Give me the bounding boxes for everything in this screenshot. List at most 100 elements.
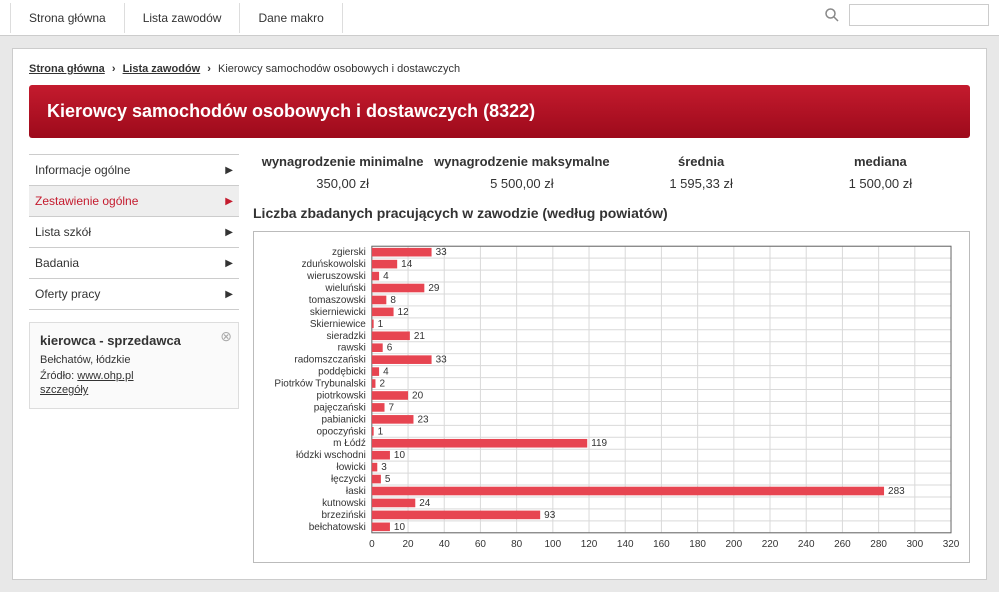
- svg-text:pabianicki: pabianicki: [322, 414, 366, 425]
- svg-text:220: 220: [762, 538, 779, 549]
- sidebar-item-label: Zestawienie ogólne: [35, 194, 138, 208]
- svg-text:Piotrków Trybunalski: Piotrków Trybunalski: [274, 378, 365, 389]
- svg-text:rawski: rawski: [338, 342, 366, 353]
- svg-text:260: 260: [834, 538, 851, 549]
- sidebar-item-2[interactable]: Lista szkół ▶: [29, 216, 239, 247]
- chart-container: zgierski33zduńskowolski14wieruszowski4wi…: [253, 231, 970, 563]
- svg-text:29: 29: [428, 283, 440, 294]
- svg-text:1: 1: [378, 426, 384, 437]
- svg-text:160: 160: [653, 538, 670, 549]
- sidebar-item-label: Informacje ogólne: [35, 163, 130, 177]
- svg-text:łowicki: łowicki: [336, 462, 365, 473]
- svg-text:pajęczański: pajęczański: [314, 402, 366, 413]
- chevron-right-icon: ▶: [225, 165, 233, 176]
- svg-text:21: 21: [414, 330, 426, 341]
- breadcrumb-jobs[interactable]: Lista zawodów: [123, 63, 201, 75]
- svg-text:opoczyński: opoczyński: [317, 426, 366, 437]
- svg-text:wieruszowski: wieruszowski: [306, 271, 366, 282]
- sidebar-menu: Informacje ogólne▶Zestawienie ogólne▶Lis…: [29, 154, 239, 310]
- svg-text:7: 7: [389, 402, 395, 413]
- sidebar-item-3[interactable]: Badania ▶: [29, 247, 239, 278]
- svg-text:tomaszowski: tomaszowski: [309, 295, 366, 306]
- svg-text:280: 280: [870, 538, 887, 549]
- svg-text:bełchatowski: bełchatowski: [309, 521, 366, 532]
- chevron-right-icon: ▶: [225, 227, 233, 238]
- infobox-source: Źródło: www.ohp.pl: [40, 370, 228, 382]
- svg-text:14: 14: [401, 259, 413, 270]
- search-input[interactable]: [849, 4, 989, 26]
- svg-text:200: 200: [726, 538, 743, 549]
- svg-text:100: 100: [545, 538, 562, 549]
- breadcrumb-home[interactable]: Strona główna: [29, 63, 105, 75]
- svg-text:łódzki wschodni: łódzki wschodni: [296, 450, 366, 461]
- svg-text:140: 140: [617, 538, 634, 549]
- svg-text:4: 4: [383, 366, 389, 377]
- svg-text:180: 180: [689, 538, 706, 549]
- sidebar-item-label: Lista szkół: [35, 225, 91, 239]
- svg-text:0: 0: [369, 538, 375, 549]
- svg-text:300: 300: [906, 538, 923, 549]
- chevron-right-icon: ▶: [225, 196, 233, 207]
- svg-text:8: 8: [390, 295, 396, 306]
- svg-text:93: 93: [544, 509, 556, 520]
- sidebar-item-4[interactable]: Oferty pracy▶: [29, 278, 239, 310]
- stats-max-value: 5 500,00 zł: [432, 176, 611, 191]
- svg-text:33: 33: [436, 354, 448, 365]
- infobox-source-link[interactable]: www.ohp.pl: [77, 370, 133, 382]
- nav-jobs[interactable]: Lista zawodów: [125, 3, 241, 33]
- stats-min-label: wynagrodzenie minimalne: [253, 154, 432, 176]
- infobox-title: kierowca - sprzedawca: [40, 333, 228, 348]
- stats-min-value: 350,00 zł: [253, 176, 432, 191]
- infobox-location: Bełchatów, łódzkie: [40, 354, 228, 366]
- svg-text:320: 320: [943, 538, 960, 549]
- svg-text:wieluński: wieluński: [324, 283, 365, 294]
- stats-avg-label: średnia: [612, 154, 791, 176]
- stats-median-value: 1 500,00 zł: [791, 176, 970, 191]
- sidebar-item-0[interactable]: Informacje ogólne ▶: [29, 154, 239, 185]
- chevron-right-icon: ▶: [225, 258, 233, 269]
- svg-text:łaski: łaski: [346, 486, 366, 497]
- svg-text:skierniewicki: skierniewicki: [310, 306, 366, 317]
- svg-text:sieradzki: sieradzki: [327, 330, 366, 341]
- svg-text:Skierniewice: Skierniewice: [310, 318, 366, 329]
- search-icon[interactable]: [821, 4, 843, 26]
- sidebar: Informacje ogólne▶Zestawienie ogólne▶Lis…: [29, 154, 239, 563]
- svg-text:119: 119: [591, 438, 607, 449]
- svg-text:20: 20: [412, 390, 424, 401]
- nav-macro[interactable]: Dane makro: [240, 3, 342, 33]
- nav-home[interactable]: Strona główna: [10, 3, 125, 33]
- svg-text:łęczycki: łęczycki: [331, 474, 366, 485]
- infobox-details-link[interactable]: szczegóły: [40, 384, 88, 396]
- svg-text:brzeziński: brzeziński: [322, 509, 366, 520]
- stats-max-label: wynagrodzenie maksymalne: [432, 154, 611, 176]
- svg-text:kutnowski: kutnowski: [322, 498, 366, 509]
- chevron-right-icon: ▶: [225, 289, 233, 300]
- breadcrumb-current: Kierowcy samochodów osobowych i dostawcz…: [218, 63, 460, 75]
- close-icon[interactable]: ⊗: [220, 329, 232, 343]
- svg-text:60: 60: [475, 538, 487, 549]
- svg-text:zduńskowolski: zduńskowolski: [302, 259, 366, 270]
- svg-text:poddębicki: poddębicki: [318, 366, 366, 377]
- infobox: ⊗ kierowca - sprzedawca Bełchatów, łódzk…: [29, 322, 239, 409]
- svg-text:piotrkowski: piotrkowski: [317, 390, 366, 401]
- svg-text:33: 33: [436, 247, 448, 258]
- stats-row: wynagrodzenie minimalne wynagrodzenie ma…: [253, 154, 970, 191]
- svg-text:23: 23: [417, 414, 429, 425]
- svg-text:4: 4: [383, 271, 389, 282]
- svg-text:80: 80: [511, 538, 523, 549]
- sidebar-item-label: Badania: [35, 256, 79, 270]
- svg-text:24: 24: [419, 498, 431, 509]
- page: Strona główna › Lista zawodów › Kierowcy…: [12, 48, 987, 580]
- svg-text:283: 283: [888, 486, 905, 497]
- main-content: wynagrodzenie minimalne wynagrodzenie ma…: [253, 154, 970, 563]
- search: [821, 4, 989, 26]
- breadcrumb: Strona główna › Lista zawodów › Kierowcy…: [23, 59, 976, 85]
- sidebar-item-1[interactable]: Zestawienie ogólne ▶: [29, 185, 239, 216]
- chart-title: Liczba zbadanych pracujących w zawodzie …: [253, 205, 970, 221]
- svg-text:40: 40: [439, 538, 451, 549]
- svg-text:6: 6: [387, 342, 393, 353]
- svg-text:1: 1: [378, 318, 384, 329]
- svg-text:radomszczański: radomszczański: [294, 354, 365, 365]
- svg-text:5: 5: [385, 474, 391, 485]
- page-title: Kierowcy samochodów osobowych i dostawcz…: [29, 85, 970, 138]
